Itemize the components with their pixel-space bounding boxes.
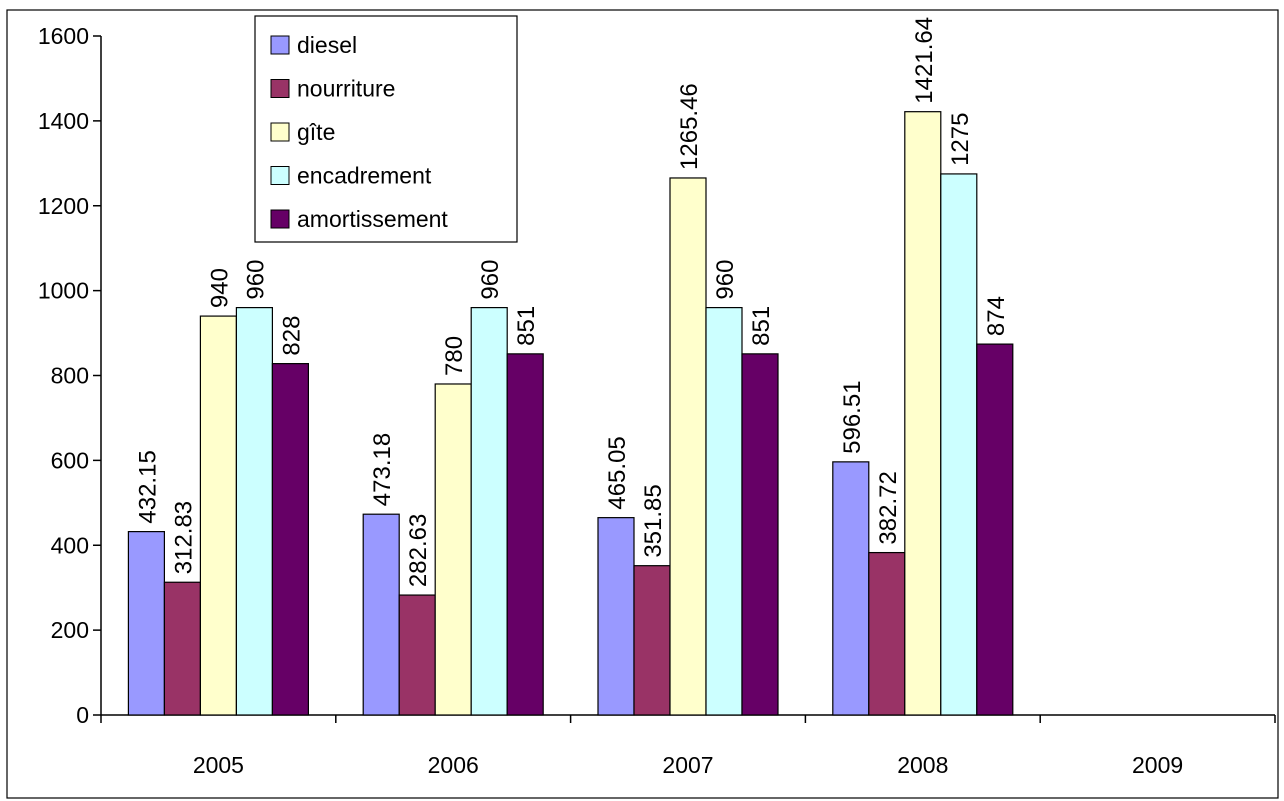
data-label: 780	[441, 336, 468, 376]
data-label: 1275	[947, 113, 974, 166]
data-label: 596.51	[839, 380, 866, 453]
bar-nourriture	[633, 565, 671, 716]
bar-encadrement	[470, 307, 508, 716]
data-label: 960	[242, 260, 269, 300]
y-tick-label: 600	[51, 447, 89, 473]
y-tick-label: 200	[51, 617, 89, 643]
y-tick-label: 1400	[38, 108, 89, 134]
legend-swatch	[270, 35, 290, 55]
y-axis: 0 200 400 600 800 1000 1200 1400 1600	[38, 23, 102, 728]
y-tick-label: 800	[51, 363, 89, 389]
data-label: 940	[206, 268, 233, 308]
bar-gîte	[669, 177, 707, 716]
bar-amortissement	[741, 353, 779, 716]
legend-label: diesel	[297, 32, 357, 58]
bar-gîte	[434, 383, 472, 716]
data-label: 432.15	[134, 450, 161, 523]
data-label: 828	[278, 316, 305, 356]
data-label: 473.18	[369, 433, 396, 506]
legend-swatch	[270, 209, 290, 229]
bar-nourriture	[868, 551, 906, 716]
y-tick-label: 1000	[38, 278, 89, 304]
data-labels: 432.15 473.18 465.05 596.51 312.83 282.63 351.…	[134, 17, 1009, 587]
legend-swatch	[270, 79, 290, 98]
data-label: 465.05	[604, 436, 631, 509]
legend-label: gîte	[297, 119, 335, 145]
x-tick-label: 2007	[662, 752, 713, 778]
bar-encadrement	[235, 307, 273, 716]
y-tick-label: 1600	[38, 23, 89, 49]
data-label: 1421.64	[911, 17, 938, 104]
data-label: 382.72	[875, 471, 902, 544]
data-label: 851	[513, 306, 540, 346]
bar-nourriture	[163, 581, 201, 716]
legend-box	[254, 15, 518, 243]
data-label: 1265.46	[676, 83, 703, 170]
bar-gîte	[904, 111, 942, 716]
data-label: 351.85	[640, 484, 667, 557]
legend-swatch	[270, 166, 290, 185]
bar-diesel	[832, 461, 870, 716]
data-label: 312.83	[170, 501, 197, 574]
bar-amortissement	[506, 353, 544, 716]
bars	[127, 111, 1014, 716]
data-label: 851	[748, 306, 775, 346]
legend-label: encadrement	[297, 163, 432, 189]
data-label: 960	[477, 260, 504, 300]
x-tick-label: 2008	[897, 752, 948, 778]
x-tick-label: 2005	[193, 752, 244, 778]
x-tick-label: 2006	[428, 752, 479, 778]
bar-nourriture	[398, 594, 436, 716]
bar-diesel	[362, 513, 400, 716]
bar-encadrement	[705, 307, 743, 716]
legend-swatch	[270, 122, 290, 142]
bar-amortissement	[976, 343, 1014, 716]
y-tick-label: 400	[51, 532, 89, 558]
bar-diesel	[597, 517, 635, 716]
bar-encadrement	[940, 173, 978, 716]
y-tick-label: 1200	[38, 193, 89, 219]
data-label: 960	[712, 260, 739, 300]
y-tick-label: 0	[76, 702, 89, 728]
bar-gîte	[199, 315, 237, 716]
data-label: 874	[983, 296, 1010, 336]
bar-amortissement	[271, 363, 309, 716]
legend-label: amortissement	[297, 206, 448, 232]
bar-diesel	[127, 531, 165, 716]
data-label: 282.63	[405, 514, 432, 587]
legend-label: nourriture	[297, 76, 395, 102]
x-tick-label: 2009	[1132, 752, 1183, 778]
legend[interactable]: diesel nourriture gîte encadrement amortisse…	[254, 15, 518, 243]
